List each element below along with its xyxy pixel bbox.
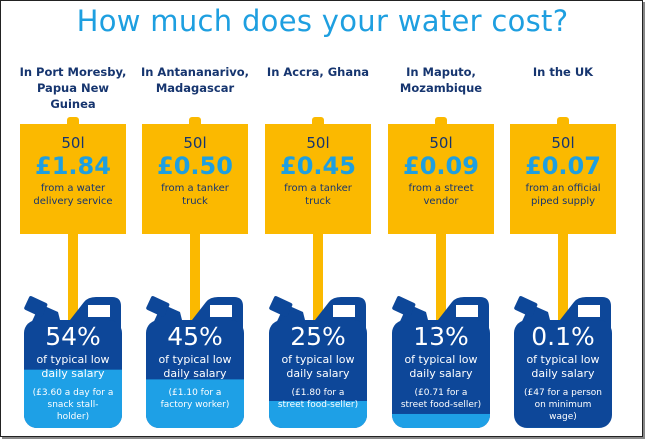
salary-note: (£47 for a person on minimum wage)	[523, 388, 602, 422]
price-sign: 50l £0.45 from a tanker truck	[265, 124, 371, 234]
sign-tab	[312, 117, 324, 127]
salary-percent: 54%	[45, 322, 101, 351]
cost-column: In Accra, Ghana 50l £0.45 from a tanker …	[258, 0, 378, 439]
salary-label: of typical low daily salary	[158, 353, 232, 380]
source: from a tanker truck	[161, 183, 229, 207]
cost-column: In Maputo, Mozambique 50l £0.09 from a s…	[381, 0, 501, 439]
source: from a water delivery service	[33, 183, 113, 207]
sign-tab	[557, 117, 569, 127]
cost-column: In Antananarivo, Madagascar 50l £0.50 fr…	[135, 0, 255, 439]
water-jug-icon	[24, 296, 122, 428]
water-jug-icon	[514, 296, 612, 428]
sign-tab	[67, 117, 79, 127]
salary-label: of typical low daily salary	[404, 353, 478, 380]
price-sign: 50l £0.09 from a street vendor	[388, 124, 494, 234]
water-jug-icon	[146, 296, 244, 428]
fill-level	[269, 401, 367, 428]
price: £0.45	[280, 152, 356, 180]
sign-tab	[189, 117, 201, 127]
volume: 50l	[551, 134, 575, 152]
fill-level	[24, 369, 122, 428]
location-heading: In Port Moresby, Papua New Guinea	[19, 65, 127, 111]
volume: 50l	[61, 134, 85, 152]
source: from an official piped supply	[525, 183, 601, 207]
price: £0.09	[403, 152, 479, 180]
water-jug-icon	[269, 296, 367, 428]
page-title: How much does your water cost?	[76, 4, 569, 38]
source: from a tanker truck	[284, 183, 352, 207]
cost-column: In the UK 50l £0.07 from an official pip…	[503, 0, 623, 439]
fill-level	[392, 413, 490, 428]
price-sign: 50l £0.50 from a tanker truck	[142, 124, 248, 234]
cost-column: In Port Moresby, Papua New Guinea 50l £1…	[13, 0, 133, 439]
salary-note: (£1.10 for a factory worker)	[160, 388, 230, 410]
salary-percent: 25%	[290, 322, 346, 351]
salary-percent: 45%	[167, 322, 223, 351]
water-jug-icon	[392, 296, 490, 428]
salary-label: of typical low daily salary	[281, 353, 355, 380]
location-heading: In Accra, Ghana	[266, 65, 370, 79]
volume: 50l	[183, 134, 207, 152]
location-heading: In the UK	[532, 65, 594, 79]
volume: 50l	[306, 134, 330, 152]
sign-tab	[435, 117, 447, 127]
salary-label: of typical low daily salary	[36, 353, 110, 380]
salary-note: (£0.71 for a street food-seller)	[400, 388, 482, 410]
price-sign: 50l £0.07 from an official piped supply	[510, 124, 616, 234]
location-heading: In Maputo, Mozambique	[399, 65, 483, 95]
price: £0.50	[157, 152, 233, 180]
location-heading: In Antananarivo, Madagascar	[140, 65, 250, 95]
price-sign: 50l £1.84 from a water delivery service	[20, 124, 126, 234]
salary-percent: 13%	[413, 322, 469, 351]
price: £1.84	[35, 152, 111, 180]
volume: 50l	[429, 134, 453, 152]
source: from a street vendor	[408, 183, 474, 207]
price: £0.07	[525, 152, 601, 180]
salary-label: of typical low daily salary	[526, 353, 600, 380]
fill-level	[146, 379, 244, 428]
salary-percent: 0.1%	[531, 322, 595, 351]
salary-note: (£3.60 a day for a snack stall-holder)	[32, 388, 114, 422]
salary-note: (£1.80 for a street food-seller)	[277, 388, 359, 410]
